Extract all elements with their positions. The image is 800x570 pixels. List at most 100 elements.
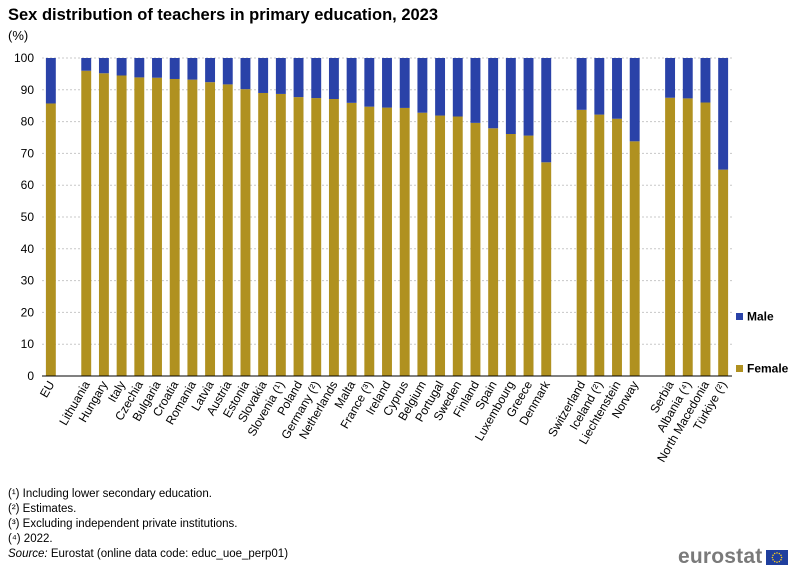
bar-segment-male <box>222 58 233 85</box>
source-text: Eurostat (online data code: educ_uoe_per… <box>47 548 289 560</box>
flag-star <box>779 560 781 562</box>
bar-segment-male <box>134 58 145 78</box>
flag-star <box>781 556 783 558</box>
flag-star <box>776 560 779 563</box>
y-tick-label: 100 <box>14 51 34 65</box>
bar-segment-female <box>116 75 127 377</box>
eurostat-logo: eurostat <box>678 545 789 569</box>
flag-star <box>772 558 775 561</box>
chart-title: Sex distribution of teachers in primary … <box>8 6 439 24</box>
flag-star <box>776 551 779 554</box>
y-axis-unit: (%) <box>8 28 29 43</box>
x-tick-label: EU <box>37 379 57 400</box>
bar-segment-male <box>417 58 428 113</box>
bar-segment-female <box>488 128 499 376</box>
bar-segment-male <box>116 58 127 76</box>
bar-segment-female <box>275 93 286 377</box>
footnote: (³) Excluding independent private instit… <box>8 518 238 530</box>
source-line: Source: Eurostat (online data code: educ… <box>8 547 288 562</box>
bar-segment-male <box>435 58 446 116</box>
bar-segment-male <box>98 58 109 74</box>
bar-segment-female <box>98 73 109 376</box>
bar-segment-female <box>417 112 428 377</box>
bar-segment-male <box>594 58 605 115</box>
y-tick-label: 40 <box>21 242 35 256</box>
bar-segment-male <box>541 58 552 163</box>
bar-segment-female <box>346 102 357 376</box>
bar-segment-female <box>718 169 729 376</box>
bar-segment-female <box>594 114 605 376</box>
flag-star <box>779 552 781 554</box>
bar-segment-female <box>470 122 481 376</box>
flag-star <box>780 553 783 556</box>
bar-segment-male <box>382 58 392 108</box>
bar-segment-male <box>187 58 198 80</box>
bar-segment-male <box>311 58 322 99</box>
bar-segment-male <box>364 58 375 107</box>
y-tick-label: 50 <box>21 210 35 224</box>
legend: Male Female <box>736 310 789 376</box>
logo-text: eurostat <box>678 545 763 568</box>
flag-star <box>780 558 783 561</box>
flag-star <box>774 552 776 554</box>
eu-flag-icon <box>766 549 789 565</box>
bar-segment-female <box>612 118 622 376</box>
bar-segment-female <box>240 89 251 376</box>
bar-segment-female <box>187 79 198 377</box>
stacked-bar-chart: 0 10 20 30 40 50 60 70 80 90 100 EULithuaniaHungar… <box>14 51 789 465</box>
bar-segment-male <box>152 58 162 78</box>
bar-segment-male <box>682 58 693 99</box>
y-tick-label: 60 <box>21 178 35 192</box>
bar-segment-female <box>382 107 392 376</box>
y-tick-label: 10 <box>21 337 35 351</box>
y-tick-label: 70 <box>21 146 35 160</box>
y-tick-label: 90 <box>21 83 35 97</box>
bar-segment-male <box>700 58 711 103</box>
bar-segment-male <box>665 58 676 98</box>
y-tick-label: 20 <box>21 305 35 319</box>
y-tick-label: 0 <box>27 369 34 383</box>
bar-segment-male <box>399 58 410 108</box>
bar-segment-female <box>258 92 269 376</box>
bar-segment-male <box>576 58 587 110</box>
bar-segment-male <box>258 58 269 93</box>
flag-star <box>774 560 776 562</box>
bar-segment-male <box>205 58 216 83</box>
footnote: (¹) Including lower secondary education. <box>8 488 212 500</box>
bar-segment-male <box>488 58 499 129</box>
bar-segment-female <box>576 109 587 377</box>
legend-label-male: Male <box>747 310 774 324</box>
bar-segment-female <box>152 77 162 376</box>
bar-segment-male <box>240 58 251 90</box>
bar-segment-female <box>399 107 410 377</box>
bar-segment-male <box>470 58 481 123</box>
footnote: (²) Estimates. <box>8 503 77 515</box>
footnote: (⁴) 2022. <box>8 533 53 545</box>
bar-segment-female <box>364 106 375 377</box>
bar-segment-female <box>222 84 233 377</box>
bar-segment-female <box>682 98 693 377</box>
legend-swatch-male <box>736 313 743 320</box>
bar-segment-female <box>205 82 216 376</box>
bar-segment-male <box>452 58 463 117</box>
bar-segment-male <box>629 58 640 142</box>
bar-segment-male <box>505 58 516 135</box>
bar-segment-female <box>541 162 552 376</box>
bar-segment-male <box>45 58 56 104</box>
bar-segment-male <box>612 58 622 119</box>
y-tick-label: 80 <box>21 115 35 129</box>
bar-segment-male <box>718 58 729 170</box>
bar-segment-female <box>665 97 676 376</box>
bar-segment-female <box>311 98 322 377</box>
bar-segment-female <box>523 135 534 376</box>
bar-segment-male <box>169 58 180 79</box>
footnotes: (¹) Including lower secondary education.… <box>8 487 288 562</box>
flag-star <box>772 556 774 558</box>
bar-segment-female <box>134 77 145 376</box>
bar-segment-female <box>293 97 304 376</box>
source-label: Source: <box>8 548 48 560</box>
bar-segment-male <box>81 58 92 71</box>
bar-segment-female <box>505 134 516 376</box>
bar-segment-female <box>700 102 711 377</box>
bar-segment-male <box>346 58 357 103</box>
